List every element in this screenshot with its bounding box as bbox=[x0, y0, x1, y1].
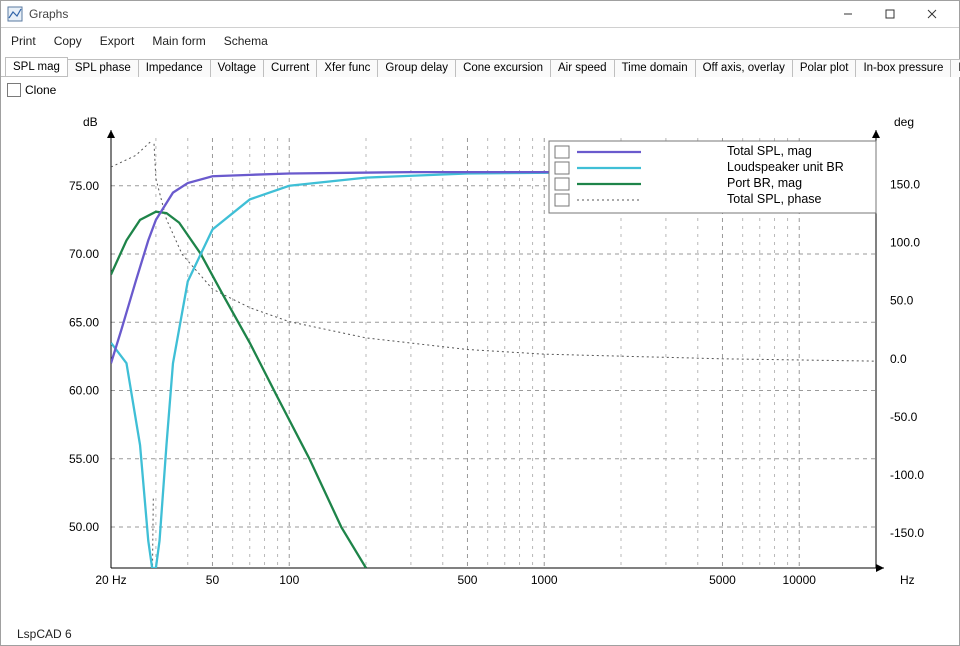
svg-text:50: 50 bbox=[206, 573, 220, 587]
svg-text:dB: dB bbox=[83, 115, 98, 129]
tab-voltage[interactable]: Voltage bbox=[210, 59, 264, 77]
app-icon bbox=[7, 6, 23, 22]
spl-mag-chart: 50.00 55.00 60.00 65.00 70.00 75.00 -150.0 -100… bbox=[1, 103, 960, 603]
svg-text:500: 500 bbox=[457, 573, 477, 587]
svg-text:60.00: 60.00 bbox=[69, 384, 99, 398]
tab-cone-excursion[interactable]: Cone excursion bbox=[455, 59, 551, 77]
menu-print[interactable]: Print bbox=[11, 34, 36, 48]
svg-text:55.00: 55.00 bbox=[69, 452, 99, 466]
chart-area: 50.00 55.00 60.00 65.00 70.00 75.00 -150.0 -100… bbox=[1, 103, 959, 623]
tab-current[interactable]: Current bbox=[263, 59, 317, 77]
tab-time-domain[interactable]: Time domain bbox=[614, 59, 696, 77]
subbar: Clone bbox=[1, 77, 959, 103]
svg-text:100.0: 100.0 bbox=[890, 236, 920, 250]
window-controls bbox=[827, 2, 953, 26]
menu-schema[interactable]: Schema bbox=[224, 34, 268, 48]
svg-text:-50.0: -50.0 bbox=[890, 410, 918, 424]
svg-text:-150.0: -150.0 bbox=[890, 526, 924, 540]
tab-spl-mag[interactable]: SPL mag bbox=[5, 57, 68, 76]
tab-air-speed[interactable]: Air speed bbox=[550, 59, 615, 77]
svg-text:65.00: 65.00 bbox=[69, 315, 99, 329]
svg-text:5000: 5000 bbox=[709, 573, 736, 587]
tab-polar-plot[interactable]: Polar plot bbox=[792, 59, 857, 77]
tab-in-box-pressure[interactable]: In-box pressure bbox=[855, 59, 951, 77]
svg-text:Port BR, mag: Port BR, mag bbox=[727, 176, 802, 190]
titlebar: Graphs bbox=[1, 1, 959, 28]
menu-export[interactable]: Export bbox=[100, 34, 135, 48]
graphs-window: Graphs Print Copy Export Main form Schem… bbox=[0, 0, 960, 646]
tab-xfer-func[interactable]: Xfer func bbox=[316, 59, 378, 77]
tab-group-delay[interactable]: Group delay bbox=[377, 59, 456, 77]
svg-text:75.00: 75.00 bbox=[69, 179, 99, 193]
footer-label: LspCAD 6 bbox=[17, 627, 72, 641]
footer: LspCAD 6 bbox=[1, 623, 959, 645]
svg-text:Total SPL, phase: Total SPL, phase bbox=[727, 192, 822, 206]
svg-text:Hz: Hz bbox=[900, 573, 915, 587]
svg-text:Loudspeaker unit BR: Loudspeaker unit BR bbox=[727, 160, 844, 174]
tab-impedance[interactable]: Impedance bbox=[138, 59, 211, 77]
window-title: Graphs bbox=[29, 7, 827, 21]
svg-text:50.00: 50.00 bbox=[69, 520, 99, 534]
menu-main-form[interactable]: Main form bbox=[152, 34, 205, 48]
svg-text:deg: deg bbox=[894, 115, 914, 129]
svg-text:70.00: 70.00 bbox=[69, 247, 99, 261]
clone-label: Clone bbox=[25, 83, 56, 97]
svg-text:0.0: 0.0 bbox=[890, 352, 907, 366]
tab-strip: SPL magSPL phaseImpedanceVoltageCurrentX… bbox=[1, 54, 959, 77]
tab-polar-map[interactable]: Polar map bbox=[950, 59, 960, 77]
svg-text:-100.0: -100.0 bbox=[890, 468, 924, 482]
svg-text:20 Hz: 20 Hz bbox=[95, 573, 126, 587]
close-button[interactable] bbox=[911, 2, 953, 26]
minimize-button[interactable] bbox=[827, 2, 869, 26]
clone-checkbox[interactable] bbox=[7, 83, 21, 97]
menubar: Print Copy Export Main form Schema bbox=[1, 28, 959, 54]
svg-text:150.0: 150.0 bbox=[890, 177, 920, 191]
menu-copy[interactable]: Copy bbox=[54, 34, 82, 48]
tab-off-axis-overlay[interactable]: Off axis, overlay bbox=[695, 59, 793, 77]
svg-text:Total SPL, mag: Total SPL, mag bbox=[727, 144, 812, 158]
svg-text:10000: 10000 bbox=[783, 573, 817, 587]
svg-text:1000: 1000 bbox=[531, 573, 558, 587]
svg-text:50.0: 50.0 bbox=[890, 294, 914, 308]
maximize-button[interactable] bbox=[869, 2, 911, 26]
svg-text:100: 100 bbox=[279, 573, 299, 587]
tab-spl-phase[interactable]: SPL phase bbox=[67, 59, 139, 77]
